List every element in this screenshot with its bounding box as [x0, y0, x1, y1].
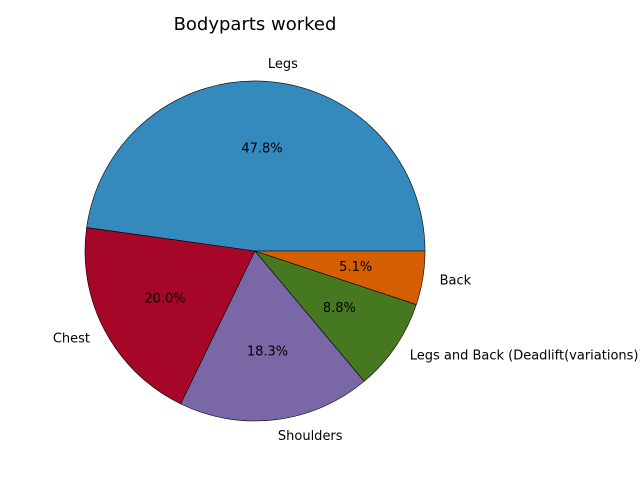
pie-pct-label: 47.8% [241, 142, 282, 157]
pie-pct-label: 18.3% [247, 345, 288, 360]
pie-slices [84, 80, 426, 422]
pie-category-label: Legs and Back (Deadlift(variations)) [410, 349, 640, 364]
pie-slice-shoulders [180, 250, 365, 422]
chart-title: Bodyparts worked [174, 14, 337, 35]
pie-category-label: Shoulders [278, 429, 343, 444]
pie-slice-back [254, 250, 426, 305]
pie-labels: 47.8% Legs 20.0% Chest 18.3% Shoulders 8.8% Leg… [53, 57, 640, 444]
pie-slice-chest [84, 227, 256, 405]
pie-category-label: Chest [53, 332, 90, 347]
pie-category-label: Legs [268, 57, 298, 72]
pie-pct-label: 8.8% [323, 301, 356, 316]
pie-slice-legs-and-back-deadlift-variations [254, 250, 417, 382]
pie-pct-label: 5.1% [339, 260, 372, 275]
pie-pct-label: 20.0% [144, 292, 185, 307]
pie-slice-legs [86, 80, 426, 252]
pie-category-label: Back [440, 273, 472, 288]
